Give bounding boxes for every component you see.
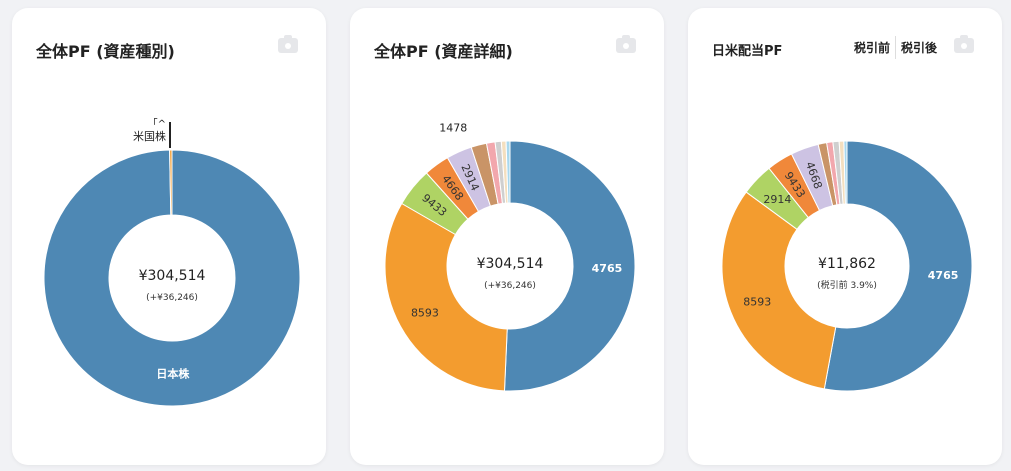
donut-slice <box>843 140 848 205</box>
card-title: 全体PF (資産種別) <box>36 42 175 61</box>
slice-label: 1478 <box>439 121 467 134</box>
camera-icon[interactable] <box>278 35 298 53</box>
center-sub: (+¥36,246) <box>146 293 198 303</box>
donut-chart-asset-type: 日本株 米国株「^ ¥304,514 (+¥36,246) <box>43 118 301 407</box>
card-title: 日米配当PF <box>712 44 783 59</box>
donut-slice <box>43 149 301 407</box>
card-asset-detail: 全体PF (資産詳細) 4765 8593 9433 4668 2914 1478 ¥304… <box>350 8 664 465</box>
donut-slice <box>505 140 511 204</box>
donut-slice <box>823 140 973 392</box>
center-total: ¥304,514 <box>477 256 544 272</box>
slice-label-extra: 「^ <box>148 118 166 130</box>
center-sub: (税引前 3.9%) <box>817 279 877 291</box>
card-asset-type: 全体PF (資産種別) 日本株 米国株 「^ ¥304,514 (+¥36,246) <box>12 8 326 465</box>
tab-divider <box>894 36 896 59</box>
slice-label: 米国株 <box>133 129 166 143</box>
camera-icon[interactable] <box>616 35 636 53</box>
center-total: ¥304,514 <box>139 268 206 284</box>
donut-slice <box>503 140 636 392</box>
slice-label: 8593 <box>743 296 771 309</box>
center-total: ¥11,862 <box>818 256 876 272</box>
tab-before-tax[interactable]: 税引前 <box>853 41 890 55</box>
slice-label: 8593 <box>411 307 439 320</box>
donut-slice <box>384 202 508 392</box>
tab-after-tax[interactable]: 税引後 <box>900 41 937 55</box>
center-sub: (+¥36,246) <box>484 281 536 291</box>
donut-slice <box>169 149 173 216</box>
slice-label: 4765 <box>928 269 959 282</box>
camera-icon[interactable] <box>954 35 974 53</box>
donut-slice <box>721 191 837 390</box>
slice-label: 2914 <box>763 193 791 206</box>
donut-chart-asset-detail: 476585939433466829141478¥304,514(+¥36,24… <box>384 121 636 392</box>
card-dividend: 日米配当PF 税引前 税引後 4765 8593 2914 9433 4668 ¥11,8… <box>688 8 1002 465</box>
card-title: 全体PF (資産詳細) <box>374 42 513 61</box>
slice-label: 日本株 <box>156 366 190 380</box>
tax-tabs: 税引前 税引後 <box>849 32 942 63</box>
slice-label: 4765 <box>592 262 623 275</box>
